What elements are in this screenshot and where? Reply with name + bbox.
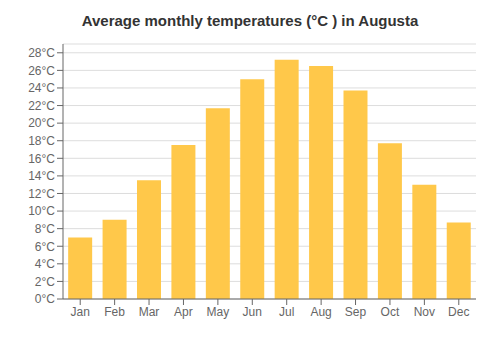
svg-text:8°C: 8°C — [35, 222, 55, 236]
svg-text:Aug: Aug — [310, 305, 331, 319]
svg-text:22°C: 22°C — [28, 99, 55, 113]
svg-text:Jul: Jul — [279, 305, 294, 319]
svg-text:Oct: Oct — [381, 305, 400, 319]
svg-text:Apr: Apr — [174, 305, 193, 319]
svg-text:May: May — [207, 305, 230, 319]
svg-text:Mar: Mar — [139, 305, 160, 319]
svg-text:Jun: Jun — [243, 305, 262, 319]
svg-text:Jan: Jan — [71, 305, 90, 319]
svg-text:16°C: 16°C — [28, 152, 55, 166]
svg-text:0°C: 0°C — [35, 292, 55, 306]
svg-text:14°C: 14°C — [28, 169, 55, 183]
svg-text:12°C: 12°C — [28, 187, 55, 201]
svg-text:2°C: 2°C — [35, 275, 55, 289]
svg-text:20°C: 20°C — [28, 116, 55, 130]
svg-text:Nov: Nov — [414, 305, 435, 319]
svg-text:Feb: Feb — [104, 305, 125, 319]
svg-text:10°C: 10°C — [28, 204, 55, 218]
svg-text:Sep: Sep — [345, 305, 367, 319]
svg-text:6°C: 6°C — [35, 240, 55, 254]
svg-text:28°C: 28°C — [28, 46, 55, 60]
svg-text:4°C: 4°C — [35, 257, 55, 271]
html-text:Average monthly temperatures (: Average monthly temperatures (°C ) in Au… — [81, 12, 419, 29]
svg-text:26°C: 26°C — [28, 64, 55, 78]
svg-text:24°C: 24°C — [28, 81, 55, 95]
svg-text:Dec: Dec — [448, 305, 469, 319]
svg-text:18°C: 18°C — [28, 134, 55, 148]
